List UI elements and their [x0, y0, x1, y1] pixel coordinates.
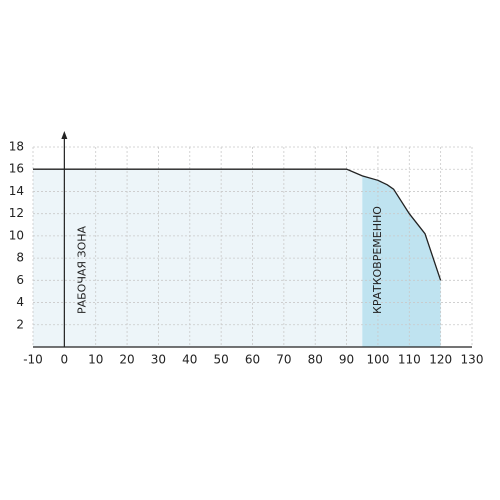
x-tick-label: 100: [366, 353, 389, 367]
y-axis-arrow: [61, 131, 68, 139]
y-tick-label: 4: [16, 295, 24, 309]
y-tick-label: 6: [16, 273, 24, 287]
y-tick-label: 16: [9, 162, 24, 176]
x-tick-label: 0: [61, 353, 69, 367]
x-tick-label: 40: [182, 353, 197, 367]
x-tick-label: 120: [429, 353, 452, 367]
x-tick-label: 130: [461, 353, 484, 367]
y-tick-label: 18: [9, 140, 24, 154]
zone-label: КРАТКОВРЕМЕННО: [371, 206, 384, 314]
x-tick-label: 110: [398, 353, 421, 367]
y-tick-label: 12: [9, 206, 24, 220]
x-tick-label: 10: [88, 353, 103, 367]
x-tick-label: 70: [276, 353, 291, 367]
x-tick-label: 50: [214, 353, 229, 367]
x-tick-label: 60: [245, 353, 260, 367]
x-tick-label: 20: [119, 353, 134, 367]
y-tick-label: 14: [9, 184, 24, 198]
y-tick-label: 10: [9, 228, 24, 242]
zone-label: РАБОЧАЯ ЗОНА: [75, 225, 88, 314]
x-tick-label: 80: [308, 353, 323, 367]
x-tick-label: -10: [23, 353, 43, 367]
y-tick-label: 8: [16, 251, 24, 265]
y-tick-label: 2: [16, 317, 24, 331]
x-tick-label: 30: [151, 353, 166, 367]
zone-area: [362, 175, 441, 347]
line: [33, 168, 442, 281]
x-tick-label: 90: [339, 353, 354, 367]
